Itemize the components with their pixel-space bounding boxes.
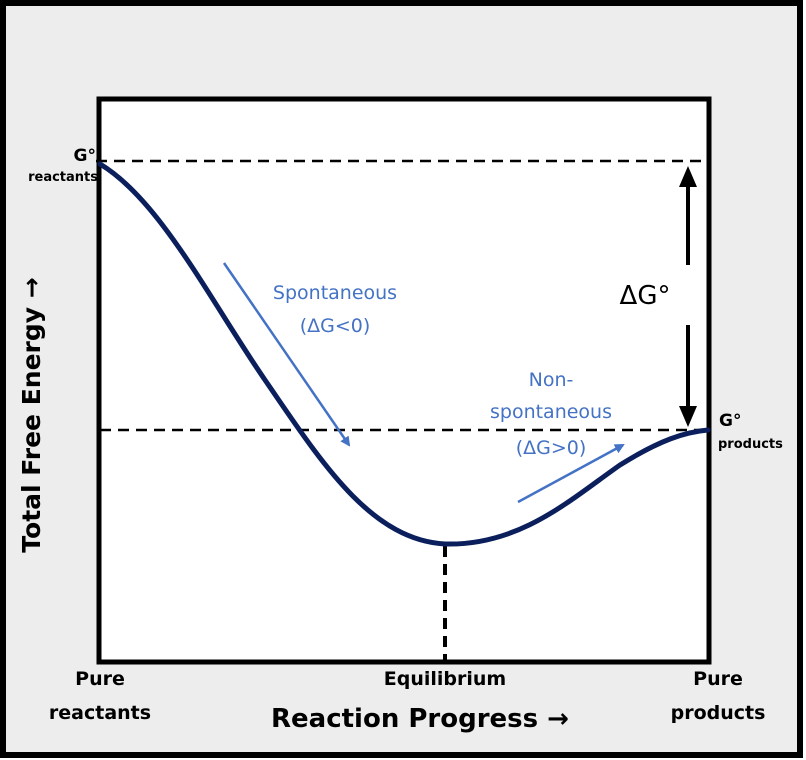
spontaneous-label-line1: Spontaneous bbox=[272, 282, 398, 304]
delta-g-down-arrowhead bbox=[679, 406, 697, 427]
y-axis-label: Total Free Energy → bbox=[17, 277, 46, 553]
x-label-pure-products-line1: Pure bbox=[693, 668, 743, 690]
spontaneous-label-line2: (ΔG<0) bbox=[299, 315, 371, 337]
x-label-pure-products-line2: products bbox=[670, 702, 766, 724]
nonspontaneous-label-line3: (ΔG>0) bbox=[515, 437, 587, 459]
g-reactants-symbol: G° bbox=[73, 146, 96, 166]
free-energy-curve bbox=[97, 161, 711, 547]
g-products-sub: products bbox=[718, 437, 783, 452]
delta-g-up-arrowhead bbox=[679, 166, 697, 187]
nonspontaneous-label-line2: spontaneous bbox=[489, 401, 612, 423]
x-label-pure-reactants-line2: reactants bbox=[48, 702, 152, 724]
plot-area bbox=[96, 96, 712, 665]
x-axis-label: Reaction Progress → bbox=[271, 704, 569, 734]
nonspontaneous-arrow bbox=[517, 443, 625, 504]
g-products-symbol: G° bbox=[719, 411, 742, 431]
nonspontaneous-label-line1: Non- bbox=[528, 369, 574, 391]
spontaneous-arrow bbox=[222, 262, 351, 447]
g-reactants-sub: reactants bbox=[28, 170, 98, 185]
x-label-equilibrium: Equilibrium bbox=[383, 668, 507, 690]
delta-g-label: ΔG° bbox=[619, 281, 671, 311]
x-label-pure-reactants-line1: Pure bbox=[75, 668, 125, 690]
